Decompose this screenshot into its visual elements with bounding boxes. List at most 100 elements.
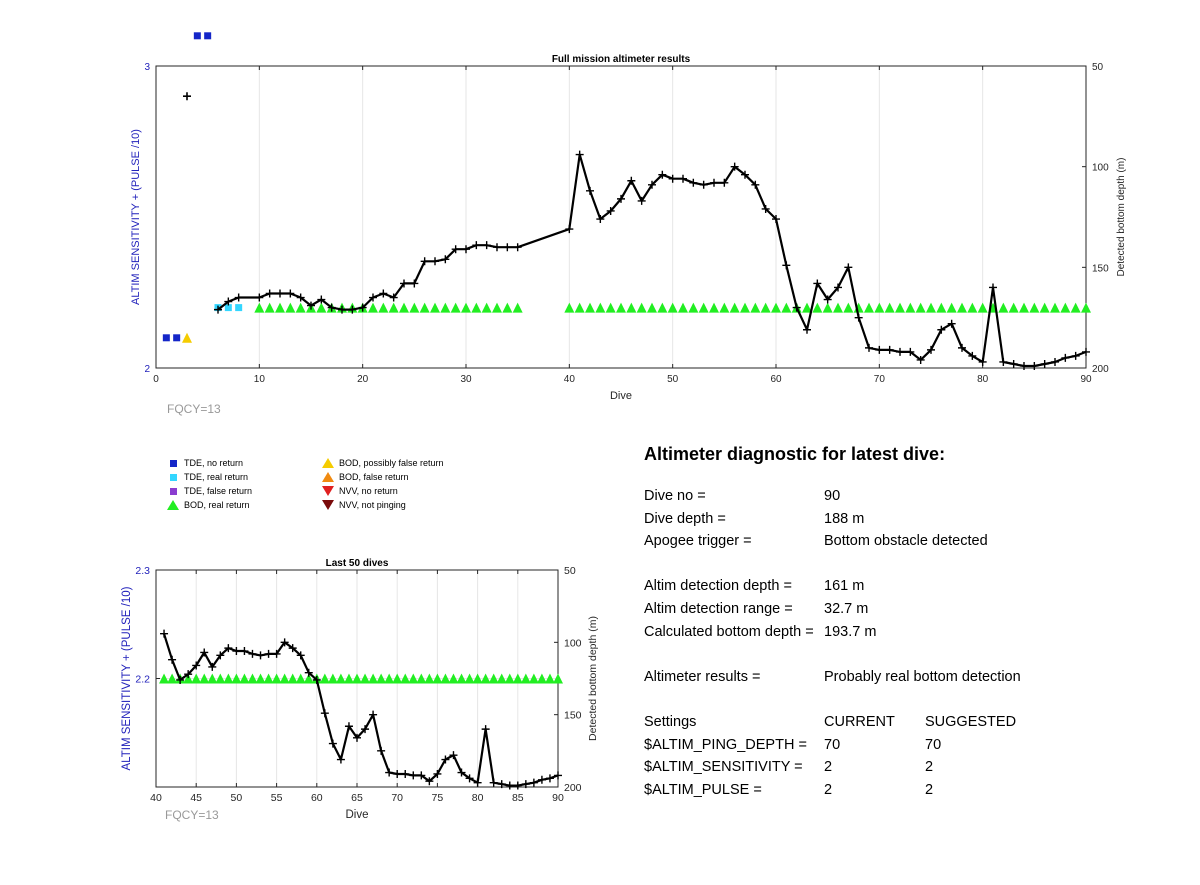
marker-triangle: [688, 302, 699, 313]
depth-point: [989, 283, 997, 292]
marker-triangle: [159, 673, 170, 684]
marker-triangle: [496, 673, 507, 684]
marker-triangle: [335, 673, 346, 684]
marker-triangle: [740, 302, 750, 313]
depth-point: [1051, 357, 1059, 366]
x-axis-label: Dive: [610, 390, 632, 402]
depth-point: [336, 755, 345, 764]
x-tick-label: 40: [150, 792, 162, 804]
diagnostic-panel: Altimeter diagnostic for latest dive: Di…: [644, 444, 1164, 801]
marker-triangle: [464, 673, 475, 684]
depth-point: [689, 178, 698, 187]
marker-triangle: [874, 302, 885, 313]
x-tick-label: 30: [460, 374, 472, 385]
legend-item-bod-false-return: BOD, false return: [317, 472, 409, 482]
x-tick-label: 90: [1080, 374, 1092, 385]
marker-triangle: [833, 302, 843, 313]
marker-triangle: [905, 302, 916, 313]
calc-bottom-value: 193.7 m: [824, 623, 877, 640]
marker-triangle: [1070, 302, 1081, 313]
depth-point: [896, 347, 904, 356]
marker-triangle: [967, 302, 978, 313]
pulse-current: 2: [824, 781, 833, 798]
marker-triangle: [585, 302, 595, 313]
depth-point: [648, 180, 656, 189]
depth-point: [958, 343, 966, 352]
x-tick-label: 10: [254, 374, 266, 385]
chart-last-50-dives: 40 45 50 55 60 65 70 75 80 85 90 2.2 2.3 50 100 150 200 L…: [121, 558, 599, 821]
depth-point: [255, 293, 264, 302]
depth-point: [265, 289, 274, 298]
depth-point: [503, 243, 512, 252]
depth-point: [481, 725, 490, 734]
marker-triangle: [616, 302, 626, 313]
depth-point: [379, 289, 388, 298]
legend-label: BOD, possibly false return: [339, 458, 444, 468]
marker-square: [173, 334, 181, 342]
marker-square: [193, 32, 201, 40]
x-tick-label: 40: [564, 374, 576, 385]
marker-triangle: [1050, 302, 1060, 313]
depth-point: [927, 345, 935, 354]
legend-item-tde-real-return: TDE, real return: [162, 472, 248, 482]
legend-label: NVV, not pinging: [339, 500, 406, 510]
marker-triangle: [544, 673, 555, 684]
depth-point: [208, 662, 217, 671]
legend-label: TDE, real return: [184, 472, 249, 482]
depth-point: [344, 722, 353, 731]
depth-point: [409, 771, 418, 780]
marker-triangle: [864, 302, 874, 313]
marker-triangle: [295, 673, 306, 684]
depth-point: [606, 206, 615, 215]
depth-point: [183, 92, 191, 101]
depth-point: [400, 279, 408, 288]
depth-point: [296, 651, 305, 660]
depth-point: [658, 170, 667, 179]
depth-point: [312, 675, 321, 684]
depth-point: [1030, 361, 1039, 370]
depth-point: [200, 648, 209, 657]
marker-triangle: [191, 673, 202, 684]
depth-point: [668, 174, 677, 183]
depth-point: [792, 303, 801, 312]
marker-triangle: [255, 673, 266, 684]
marker-triangle: [626, 302, 637, 313]
dive-no-label: Dive no =: [644, 488, 706, 504]
marker-triangle: [399, 302, 409, 313]
marker-triangle: [998, 302, 1009, 313]
y-left-tick-label: 3: [144, 62, 150, 73]
plot-frame: [155, 65, 1087, 369]
x-tick-label: 50: [231, 792, 243, 804]
marker-triangle: [678, 302, 688, 313]
marker-triangle: [667, 302, 678, 313]
y-right-tick-label: 200: [1092, 364, 1109, 375]
marker-triangle: [400, 673, 411, 684]
depth-point: [782, 261, 791, 270]
depth-point: [385, 768, 394, 777]
depth-point: [168, 655, 177, 664]
x-tick-label: 90: [552, 792, 564, 804]
depth-point: [803, 325, 811, 334]
marker-triangle: [574, 302, 585, 313]
altim-range-row: Altim detection range = 32.7 m: [644, 598, 1164, 621]
depth-point: [513, 781, 522, 790]
x-tick-label: 85: [512, 792, 524, 804]
legend-label: NVV, no return: [339, 486, 398, 496]
marker-triangle: [327, 673, 338, 684]
fqcy-annotation-top: FQCY=13: [167, 402, 221, 416]
legend-square-icon: [169, 459, 177, 467]
depth-point: [565, 225, 574, 234]
marker-triangle: [781, 302, 792, 313]
marker-triangle: [488, 673, 499, 684]
y-left-tick-label: 2.3: [135, 565, 150, 577]
ping-depth-current: 70: [824, 736, 841, 753]
depth-point: [327, 303, 336, 312]
ping-depth-label: $ALTIM_PING_DEPTH =: [644, 736, 807, 753]
marker-triangle: [1039, 302, 1050, 313]
legend-item-tde-no-return: TDE, no return: [162, 458, 243, 468]
depth-point: [937, 325, 946, 334]
marker-square: [235, 304, 243, 312]
x-tick-label: 65: [351, 792, 363, 804]
depth-point: [317, 295, 326, 304]
marker-triangle: [183, 673, 194, 684]
